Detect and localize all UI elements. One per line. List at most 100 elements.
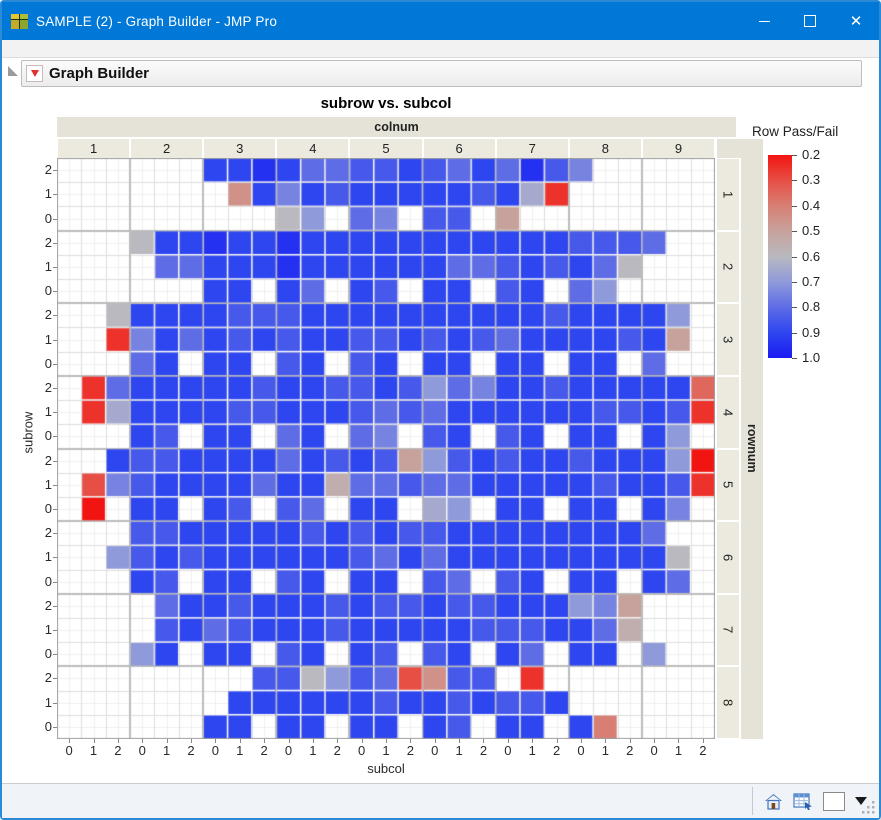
x-tick-mark [702, 739, 704, 743]
x-tick-label: 0 [284, 743, 293, 758]
maximize-icon [804, 15, 816, 27]
y-tick-label: 1 [44, 549, 52, 565]
x-tick-label: 1 [455, 743, 463, 758]
legend-tick-mark [792, 281, 797, 283]
x-tick-label: 1 [236, 743, 244, 758]
x-tick-mark [69, 739, 71, 743]
x-tick-mark [629, 739, 631, 743]
x-tick-mark [93, 739, 95, 743]
title-bar[interactable]: SAMPLE (2) - Graph Builder - JMP Pro ✕ [2, 2, 879, 40]
y-tick-mark [53, 412, 57, 414]
graph-builder-outline-bar[interactable]: Graph Builder [21, 60, 862, 87]
x-tick-label: 1 [601, 743, 609, 758]
legend-tick-label: 0.7 [802, 273, 821, 289]
y-tick-label: 0 [44, 718, 52, 734]
chart-title: subrow vs. subcol [320, 95, 452, 112]
legend-tick-mark [792, 358, 797, 359]
status-bar [2, 783, 879, 818]
heatmap-plot-area[interactable] [57, 158, 715, 739]
y-tick-mark [53, 170, 57, 172]
home-icon[interactable] [764, 793, 783, 810]
colnum-level-8: 8 [569, 139, 641, 158]
x-tick-label: 2 [333, 743, 341, 758]
y-tick-mark [53, 630, 57, 632]
legend-tick-label: 0.8 [802, 299, 821, 315]
colnum-group-band[interactable]: colnum [57, 117, 736, 137]
y-tick-mark [53, 266, 57, 268]
x-tick-label: 2 [187, 743, 195, 758]
y-tick-mark [53, 436, 57, 438]
y-tick-label: 0 [44, 210, 52, 226]
y-tick-mark [53, 194, 57, 196]
x-tick-mark [580, 739, 582, 743]
y-tick-label: 1 [44, 331, 52, 347]
x-tick-mark [532, 739, 534, 743]
x-tick-mark [459, 739, 461, 743]
y-tick-label: 2 [44, 379, 52, 395]
y-tick-label: 0 [44, 428, 52, 444]
y-tick-mark [53, 557, 57, 559]
y-tick-mark [53, 654, 57, 656]
x-tick-label: 0 [504, 743, 512, 758]
legend-tick-label: 0.6 [802, 248, 821, 264]
y-tick-mark [53, 363, 57, 365]
y-tick-label: 2 [44, 597, 52, 613]
y-tick-mark [53, 484, 57, 486]
y-tick-mark [53, 533, 57, 535]
colnum-level-4: 4 [277, 139, 349, 158]
rownum-level-2: 2 [717, 231, 739, 303]
maximize-button[interactable] [787, 2, 833, 40]
x-tick-label: 1 [309, 743, 317, 758]
dropdown-arrow-icon[interactable] [855, 797, 867, 805]
legend-tick-mark [792, 231, 797, 233]
y-tick-mark [53, 242, 57, 244]
x-tick-label: 1 [674, 743, 683, 758]
x-tick-label: 0 [358, 743, 366, 758]
legend-tick-label: 0.5 [802, 223, 821, 239]
x-tick-mark [483, 739, 485, 743]
rownum-level-4: 4 [717, 376, 739, 448]
colnum-level-1: 1 [58, 139, 130, 158]
x-tick-mark [556, 739, 558, 743]
x-tick-mark [166, 739, 168, 743]
x-tick-mark [288, 739, 290, 743]
x-tick-label: 0 [650, 743, 658, 758]
outline-collapse-triangle-icon[interactable] [8, 66, 18, 76]
x-tick-label: 0 [577, 743, 585, 758]
x-tick-mark [678, 739, 680, 743]
y-tick-mark [53, 605, 57, 607]
legend-tick-mark [792, 155, 797, 156]
x-tick-label: 1 [163, 743, 171, 758]
data-table-icon[interactable] [793, 792, 813, 810]
rownum-level-1: 1 [717, 159, 739, 230]
y-tick-mark [53, 581, 57, 583]
x-tick-mark [191, 739, 193, 743]
colnum-level-3: 3 [204, 139, 276, 158]
close-button[interactable]: ✕ [833, 2, 879, 40]
legend-tick-mark [792, 205, 797, 207]
colnum-level-7: 7 [496, 139, 568, 158]
rownum-level-6: 6 [717, 522, 739, 593]
legend-gradient-bar[interactable] [768, 155, 792, 358]
status-separator [752, 787, 753, 815]
rownum-group-band[interactable]: rownum [741, 158, 763, 739]
y-tick-label: 2 [44, 525, 52, 541]
y-tick-mark [53, 726, 57, 728]
colnum-label: colnum [374, 120, 419, 134]
resize-grip[interactable] [861, 800, 876, 815]
y-tick-label: 2 [44, 452, 52, 468]
y-tick-label: 2 [44, 307, 52, 323]
color-swatch[interactable] [823, 791, 845, 811]
outline-title: Graph Builder [49, 65, 150, 82]
heatmap-canvas[interactable] [57, 158, 715, 739]
y-tick-mark [53, 387, 57, 389]
red-triangle-menu-button[interactable] [26, 65, 43, 82]
y-tick-label: 1 [44, 186, 52, 202]
close-icon: ✕ [849, 11, 863, 30]
y-tick-mark [53, 509, 57, 511]
y-tick-label: 1 [44, 476, 52, 492]
x-tick-label: 2 [260, 743, 268, 758]
minimize-button[interactable] [741, 2, 787, 40]
header-corner [717, 139, 763, 158]
